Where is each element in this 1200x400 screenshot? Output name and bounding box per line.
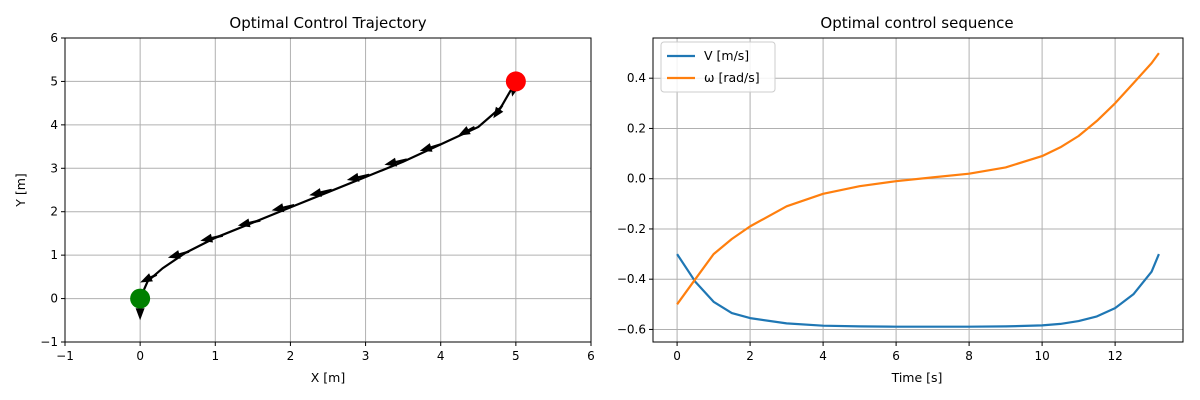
x-tick-label: 8: [965, 349, 973, 363]
trajectory-panel: Optimal Control Trajectory −1 0 1 2 3 4 5 6 −1 0 1…: [13, 14, 595, 385]
heading-arrow: [493, 104, 504, 119]
y-tick-label: 6: [50, 31, 58, 45]
x-tick-label: 12: [1107, 349, 1122, 363]
legend-box: [660, 41, 776, 93]
trajectory-grid: [64, 37, 592, 343]
x-tick-label: 6: [587, 349, 595, 363]
start-marker: [130, 288, 151, 309]
y-tick-label: 0.0: [627, 172, 646, 186]
control-title: Optimal control sequence: [820, 14, 1013, 32]
goal-marker: [505, 71, 526, 92]
control-legend: V [m/s] ω [rad/s]: [660, 41, 776, 93]
y-tick-label: −0.2: [617, 222, 646, 236]
x-tick-label: 3: [362, 349, 370, 363]
y-tick-label: 0.4: [627, 71, 646, 85]
heading-arrow: [419, 143, 442, 152]
y-tick-label: 0.2: [627, 121, 646, 135]
y-tick-label: 5: [50, 74, 58, 88]
control-xlabel: Time [s]: [891, 370, 943, 385]
heading-arrow: [200, 233, 224, 243]
control-axes-frame: [652, 37, 1184, 343]
series-line-v: [676, 253, 1160, 328]
trajectory-path: [139, 80, 517, 300]
x-tick-label: 4: [819, 349, 827, 363]
y-tick-label: −0.6: [617, 322, 646, 336]
x-tick-label: 0: [136, 349, 144, 363]
heading-arrow: [140, 273, 158, 283]
y-tick-label: 0: [50, 292, 58, 306]
y-tick-label: −0.4: [617, 272, 646, 286]
x-tick-label: 1: [211, 349, 219, 363]
y-tick-label: 3: [50, 161, 58, 175]
y-tick-label: 2: [50, 205, 58, 219]
heading-arrow: [237, 218, 261, 228]
x-tick-label: 10: [1034, 349, 1049, 363]
control-ticks: 0 2 4 6 8 10 12 −0.6 −0.4 −0.2 0.0 0.2 0.4: [617, 71, 1123, 363]
legend-label-omega: ω [rad/s]: [704, 70, 760, 85]
heading-arrow: [384, 157, 408, 167]
trajectory-axes-frame: [64, 37, 592, 343]
trajectory-xlabel: X [m]: [311, 370, 345, 385]
series-line-omega: [676, 52, 1160, 305]
y-tick-label: 4: [50, 118, 58, 132]
x-tick-label: 2: [746, 349, 754, 363]
x-tick-label: 0: [673, 349, 681, 363]
trajectory-title: Optimal Control Trajectory: [229, 14, 426, 32]
heading-arrow: [135, 298, 145, 321]
control-panel: Optimal control sequence 0 2 4 6 8 10 12 −0.6 −0…: [617, 14, 1184, 385]
y-tick-label: −1: [40, 335, 58, 349]
heading-arrow: [271, 203, 295, 213]
control-plot-area: [676, 52, 1160, 328]
heading-arrow: [346, 172, 370, 182]
heading-arrow: [458, 126, 476, 136]
x-tick-label: 4: [437, 349, 445, 363]
x-tick-label: 5: [512, 349, 520, 363]
heading-arrow: [167, 250, 190, 259]
heading-arrow: [309, 188, 332, 197]
trajectory-ticks: −1 0 1 2 3 4 5 6 −1 0 1 2 3 4 5 6: [40, 31, 595, 363]
x-tick-label: 6: [892, 349, 900, 363]
legend-label-v: V [m/s]: [704, 48, 749, 63]
x-tick-label: −1: [56, 349, 74, 363]
x-tick-label: 2: [287, 349, 295, 363]
trajectory-ylabel: Y [m]: [13, 173, 28, 208]
y-tick-label: 1: [50, 248, 58, 262]
trajectory-plot-area: [130, 71, 526, 321]
